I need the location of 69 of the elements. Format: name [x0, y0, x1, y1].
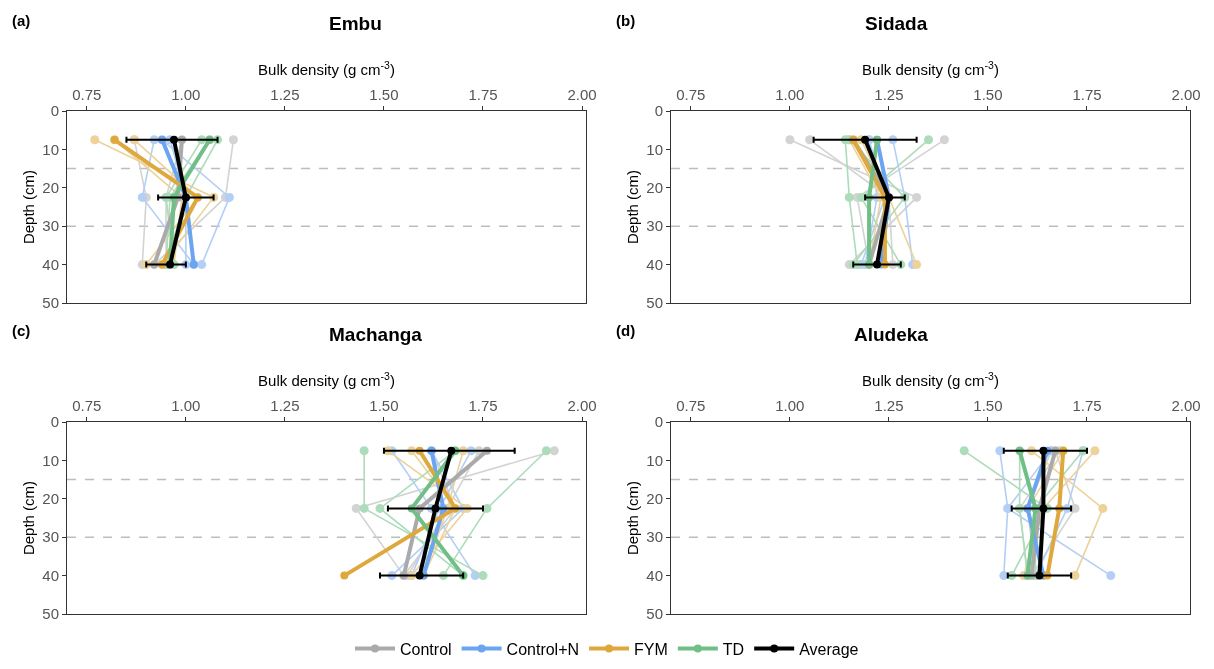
y-tick-label: 20 — [646, 490, 663, 508]
y-tick-label: 30 — [42, 528, 59, 546]
chart-title: Sidada — [865, 13, 928, 34]
text: (b) — [616, 12, 636, 29]
y-tick-label: 0 — [654, 413, 663, 431]
x-tick-label: 1.75 — [468, 86, 498, 103]
x-tick-label: 1.75 — [1072, 397, 1102, 414]
y-tick-label: 50 — [42, 605, 59, 623]
y-axis-title: Depth (cm) — [623, 480, 641, 556]
y-tick-label: 40 — [42, 255, 59, 273]
y-axis-title: Depth (cm) — [623, 169, 641, 245]
x-tick-label: 2.00 — [1171, 86, 1201, 103]
y-tick-label: 20 — [646, 179, 663, 197]
x-tick-label: 1.50 — [973, 397, 1003, 414]
y-tick-label: 50 — [42, 294, 59, 312]
y-tick-label: 50 — [646, 294, 663, 312]
y-tick-label: 30 — [42, 217, 59, 235]
y-tick-label: 10 — [646, 451, 663, 469]
x-tick-label: 1.25 — [874, 397, 904, 414]
y-tick-label: 50 — [646, 605, 663, 623]
y-tick-label: 40 — [646, 255, 663, 273]
x-tick-label: 1.25 — [874, 86, 904, 103]
x-tick-label: 0.75 — [676, 86, 706, 103]
x-tick-label: 1.00 — [775, 86, 805, 103]
x-axis-title: Bulk density (g cm$^{-3}$) — [258, 58, 395, 79]
x-tick-label: 1.25 — [270, 86, 300, 103]
chart-title: Embu — [329, 13, 382, 34]
x-tick-label: 1.00 — [775, 397, 805, 414]
y-axis-title: Depth (cm) — [19, 480, 37, 556]
y-tick-label: 10 — [646, 140, 663, 158]
x-tick-label: 1.25 — [270, 397, 300, 414]
y-tick-label: 40 — [646, 566, 663, 584]
x-tick-label: 1.50 — [369, 397, 399, 414]
legend-label: Control — [400, 640, 452, 658]
x-axis-title: Bulk density (g cm$^{-3}$) — [258, 369, 395, 390]
y-tick-label: 0 — [50, 102, 59, 120]
x-tick-label: 2.00 — [567, 86, 597, 103]
legend-label: Control+N — [506, 640, 580, 658]
x-tick-label: 0.75 — [72, 86, 102, 103]
y-tick-label: 10 — [42, 451, 59, 469]
y-axis-title: Depth (cm) — [19, 169, 37, 245]
legend-label: TD — [722, 640, 745, 658]
y-tick-label: 30 — [646, 217, 663, 235]
y-tick-label: 40 — [42, 566, 59, 584]
x-tick-label: 2.00 — [567, 397, 597, 414]
x-axis-title: Bulk density (g cm$^{-3}$) — [862, 58, 999, 79]
x-tick-label: 0.75 — [72, 397, 102, 414]
y-tick-label: 0 — [654, 102, 663, 120]
legend-label: Average — [799, 640, 859, 658]
y-tick-label: 10 — [42, 140, 59, 158]
x-tick-label: 1.00 — [171, 397, 201, 414]
x-tick-label: 2.00 — [1171, 397, 1201, 414]
x-tick-label: 1.50 — [369, 86, 399, 103]
x-tick-label: 0.75 — [676, 397, 706, 414]
y-tick-label: 0 — [50, 413, 59, 431]
text: (d) — [616, 322, 636, 339]
x-tick-label: 1.50 — [973, 86, 1003, 103]
text: (c) — [12, 322, 31, 339]
y-tick-label: 20 — [42, 490, 59, 508]
x-tick-label: 1.75 — [1072, 86, 1102, 103]
chart-title: Aludeka — [854, 324, 929, 345]
text: (a) — [12, 12, 31, 29]
legend-label: FYM — [634, 640, 668, 658]
y-tick-label: 20 — [42, 179, 59, 197]
y-tick-label: 30 — [646, 528, 663, 546]
x-axis-title: Bulk density (g cm$^{-3}$) — [862, 369, 999, 390]
x-tick-label: 1.00 — [171, 86, 201, 103]
x-tick-label: 1.75 — [468, 397, 498, 414]
chart-title: Machanga — [329, 324, 423, 345]
